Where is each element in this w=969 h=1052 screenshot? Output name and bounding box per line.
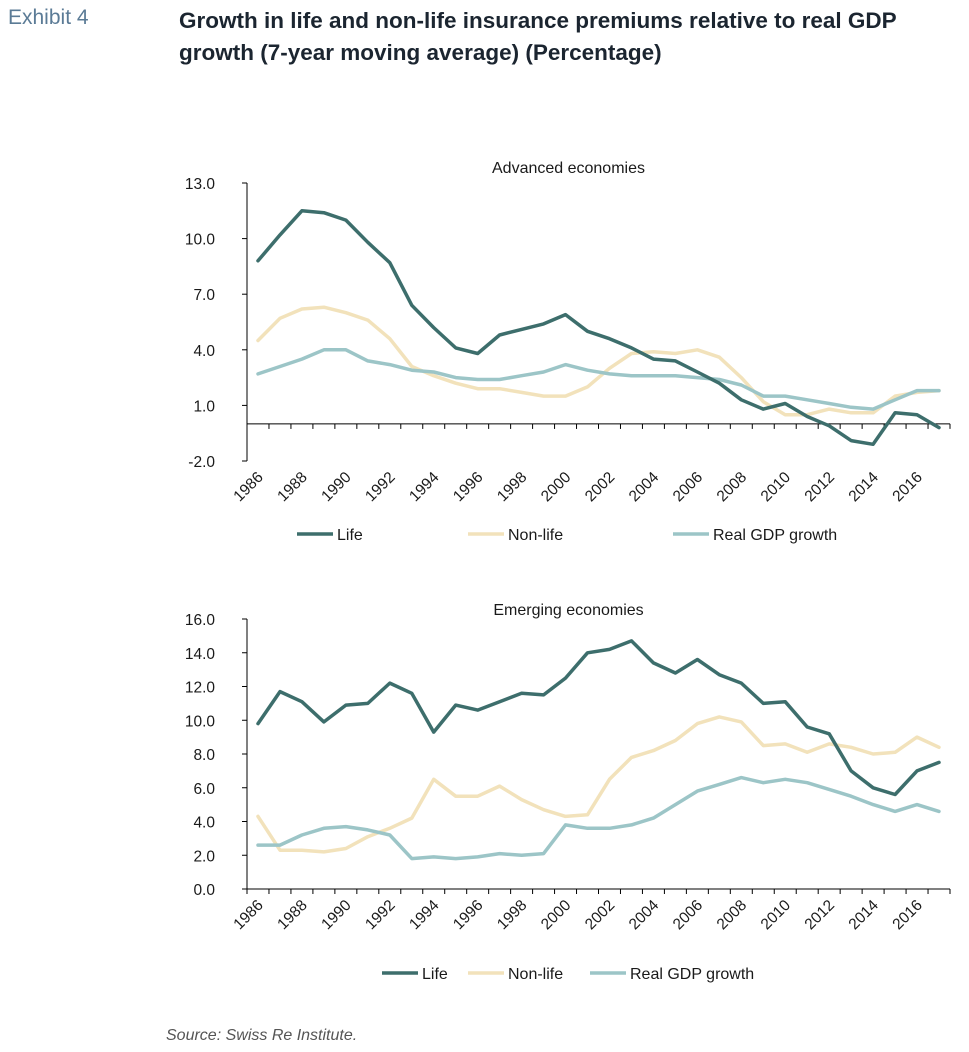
x-tick-label: 1988 [274, 897, 310, 933]
y-tick-label: 14.0 [185, 646, 216, 663]
x-tick-label: 1990 [318, 469, 355, 506]
y-tick-label: 1.0 [193, 398, 215, 415]
x-tick-label: 2008 [714, 469, 750, 505]
x-tick-label: 1998 [494, 469, 530, 505]
y-tick-label: -2.0 [188, 454, 215, 471]
y-tick-label: 0.0 [193, 882, 215, 899]
y-tick-label: 4.0 [193, 815, 215, 832]
y-tick-label: 10.0 [185, 713, 216, 730]
y-tick-label: 8.0 [193, 747, 215, 764]
page-title: Growth in life and non-life insurance pr… [179, 8, 897, 65]
y-tick-label: 6.0 [193, 781, 215, 798]
y-tick-label: 16.0 [185, 612, 216, 629]
x-tick-label: 2006 [670, 897, 706, 933]
y-tick-label: 2.0 [193, 848, 215, 865]
x-tick-label: 1990 [318, 897, 355, 934]
x-tick-label: 1994 [406, 897, 443, 934]
legend-label-life: Life [337, 527, 363, 544]
series-line-life [256, 209, 941, 447]
x-tick-label: 2014 [846, 469, 883, 506]
x-tick-label: 2004 [626, 469, 663, 506]
x-tick-label: 1998 [494, 897, 530, 933]
chart-title: Emerging economies [493, 602, 643, 619]
x-tick-label: 2010 [758, 897, 795, 934]
x-tick-label: 1994 [406, 469, 443, 506]
legend-label-real-gdp-growth: Real GDP growth [713, 527, 837, 544]
chart-advanced-economies: Advanced economies 13.0 10.0 7.0 4.0 1.0 -2.0 1… [185, 160, 951, 544]
x-tick-label: 1996 [450, 469, 486, 505]
x-tick-label: 2000 [538, 897, 575, 934]
x-tick-label: 2012 [802, 469, 838, 505]
x-tick-label: 2016 [889, 897, 925, 933]
x-tick-label: 2006 [670, 469, 706, 505]
legend-label-non-life: Non-life [508, 966, 563, 983]
x-tick-label: 1992 [362, 469, 398, 505]
y-tick-label: 4.0 [193, 343, 215, 360]
x-tick-label: 1986 [230, 897, 266, 933]
series-line-real-gdp-growth [256, 775, 941, 861]
x-tick-label: 2004 [626, 897, 663, 934]
x-tick-label: 2002 [582, 897, 618, 933]
source-note: Source: Swiss Re Institute. [166, 1027, 358, 1044]
x-tick-label: 1992 [362, 897, 398, 933]
series-line-non-life [256, 305, 941, 417]
y-tick-label: 12.0 [185, 680, 216, 697]
x-tick-label: 1986 [230, 469, 266, 505]
x-tick-label: 1996 [450, 897, 486, 933]
x-tick-label: 1988 [274, 469, 310, 505]
x-tick-label: 2000 [538, 469, 575, 506]
x-tick-label: 2012 [802, 897, 838, 933]
y-tick-label: 13.0 [185, 176, 216, 193]
exhibit-label: Exhibit 4 [8, 6, 89, 29]
series-line-non-life [256, 715, 941, 854]
legend-label-life: Life [422, 966, 448, 983]
x-tick-label: 2008 [714, 897, 750, 933]
y-tick-label: 7.0 [193, 287, 215, 304]
chart-title: Advanced economies [492, 160, 645, 177]
chart-emerging-economies: Emerging economies 16.0 14.0 12.0 10.0 8.0 6.0… [185, 602, 951, 983]
x-tick-label: 2010 [758, 469, 795, 506]
series-line-real-gdp-growth [256, 348, 941, 411]
x-tick-label: 2002 [582, 469, 618, 505]
legend-label-real-gdp-growth: Real GDP growth [630, 966, 754, 983]
series-line-life [256, 639, 941, 797]
x-tick-label: 2016 [889, 469, 925, 505]
y-tick-label: 10.0 [185, 232, 216, 249]
legend-label-non-life: Non-life [508, 527, 563, 544]
x-tick-label: 2014 [846, 897, 883, 934]
